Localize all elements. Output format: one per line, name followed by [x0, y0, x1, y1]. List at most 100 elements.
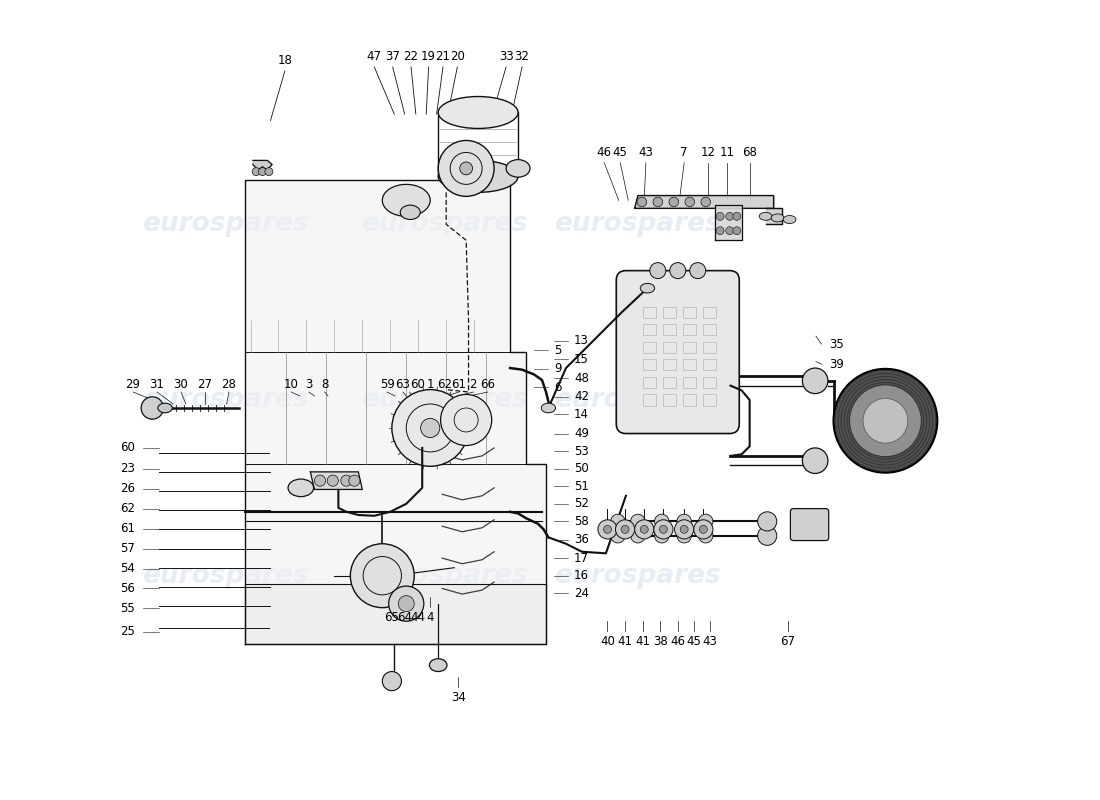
Text: 45: 45 [686, 634, 701, 648]
Text: 65: 65 [384, 610, 399, 624]
FancyBboxPatch shape [791, 509, 828, 541]
Text: 55: 55 [120, 602, 134, 615]
Circle shape [700, 526, 707, 534]
Text: 56: 56 [120, 582, 134, 595]
Bar [663, 359, 676, 370]
Circle shape [630, 529, 645, 543]
Bar [644, 306, 657, 318]
Text: 10: 10 [284, 378, 299, 390]
Text: 32: 32 [515, 50, 529, 63]
Circle shape [640, 526, 648, 534]
Circle shape [669, 197, 679, 206]
Polygon shape [245, 584, 546, 643]
Text: 35: 35 [829, 338, 845, 350]
Text: 46: 46 [597, 146, 612, 159]
Circle shape [654, 529, 669, 543]
Circle shape [315, 475, 326, 486]
Text: 40: 40 [601, 634, 615, 648]
Text: eurospares: eurospares [361, 562, 528, 589]
Bar [683, 377, 696, 388]
Polygon shape [635, 195, 773, 208]
Text: 68: 68 [742, 146, 757, 159]
Circle shape [598, 520, 617, 539]
Circle shape [630, 514, 645, 529]
Text: 41: 41 [635, 634, 650, 648]
Circle shape [698, 529, 713, 543]
Bar [683, 324, 696, 335]
Circle shape [849, 385, 922, 457]
Circle shape [388, 586, 424, 622]
Text: eurospares: eurospares [361, 211, 528, 238]
Circle shape [610, 514, 625, 529]
Text: 33: 33 [498, 50, 514, 63]
Circle shape [680, 526, 689, 534]
Ellipse shape [438, 97, 518, 129]
Bar [703, 359, 716, 370]
Ellipse shape [640, 283, 654, 293]
Text: eurospares: eurospares [142, 562, 308, 589]
Circle shape [460, 162, 473, 174]
Text: 18: 18 [277, 54, 293, 67]
Circle shape [341, 475, 352, 486]
Text: 4: 4 [427, 610, 434, 624]
Text: 57: 57 [120, 542, 134, 555]
Text: 3: 3 [305, 378, 312, 390]
Circle shape [674, 520, 694, 539]
Text: 15: 15 [574, 353, 589, 366]
Text: 48: 48 [574, 372, 589, 385]
Circle shape [716, 226, 724, 234]
Circle shape [398, 596, 415, 612]
Text: 62: 62 [437, 378, 452, 390]
Circle shape [676, 514, 692, 529]
Ellipse shape [429, 658, 447, 671]
FancyBboxPatch shape [616, 270, 739, 434]
Ellipse shape [759, 212, 772, 220]
Circle shape [654, 514, 669, 529]
Text: 38: 38 [652, 634, 668, 648]
Text: eurospares: eurospares [142, 387, 308, 413]
Circle shape [733, 226, 741, 234]
Circle shape [141, 397, 164, 419]
Text: 28: 28 [221, 378, 236, 390]
Text: 49: 49 [574, 427, 589, 440]
Text: eurospares: eurospares [554, 562, 722, 589]
Bar [644, 324, 657, 335]
Bar [703, 342, 716, 353]
Text: 14: 14 [574, 408, 589, 421]
Ellipse shape [783, 215, 796, 223]
Circle shape [258, 168, 266, 175]
Polygon shape [245, 180, 546, 643]
Bar [683, 394, 696, 406]
Text: 61: 61 [451, 378, 466, 390]
Text: eurospares: eurospares [554, 387, 722, 413]
Circle shape [690, 262, 706, 278]
Circle shape [653, 520, 673, 539]
Text: 6: 6 [554, 381, 561, 394]
Circle shape [327, 475, 339, 486]
Circle shape [265, 168, 273, 175]
Text: 59: 59 [379, 378, 395, 390]
Text: eurospares: eurospares [361, 387, 528, 413]
Ellipse shape [506, 160, 530, 177]
Circle shape [252, 168, 260, 175]
Bar [703, 324, 716, 335]
Bar [663, 342, 676, 353]
Bar [683, 342, 696, 353]
Text: 50: 50 [574, 462, 589, 475]
Bar [703, 377, 716, 388]
Text: 52: 52 [574, 498, 589, 510]
Text: 58: 58 [574, 515, 589, 528]
Text: 45: 45 [613, 146, 628, 159]
Bar [663, 377, 676, 388]
Bar [644, 342, 657, 353]
Circle shape [635, 520, 653, 539]
Bar [663, 324, 676, 335]
Text: 16: 16 [574, 569, 589, 582]
Text: 66: 66 [481, 378, 495, 390]
Circle shape [676, 529, 692, 543]
Bar [683, 359, 696, 370]
Circle shape [350, 544, 415, 608]
Circle shape [802, 448, 828, 474]
Circle shape [698, 514, 713, 529]
Text: 11: 11 [719, 146, 735, 159]
